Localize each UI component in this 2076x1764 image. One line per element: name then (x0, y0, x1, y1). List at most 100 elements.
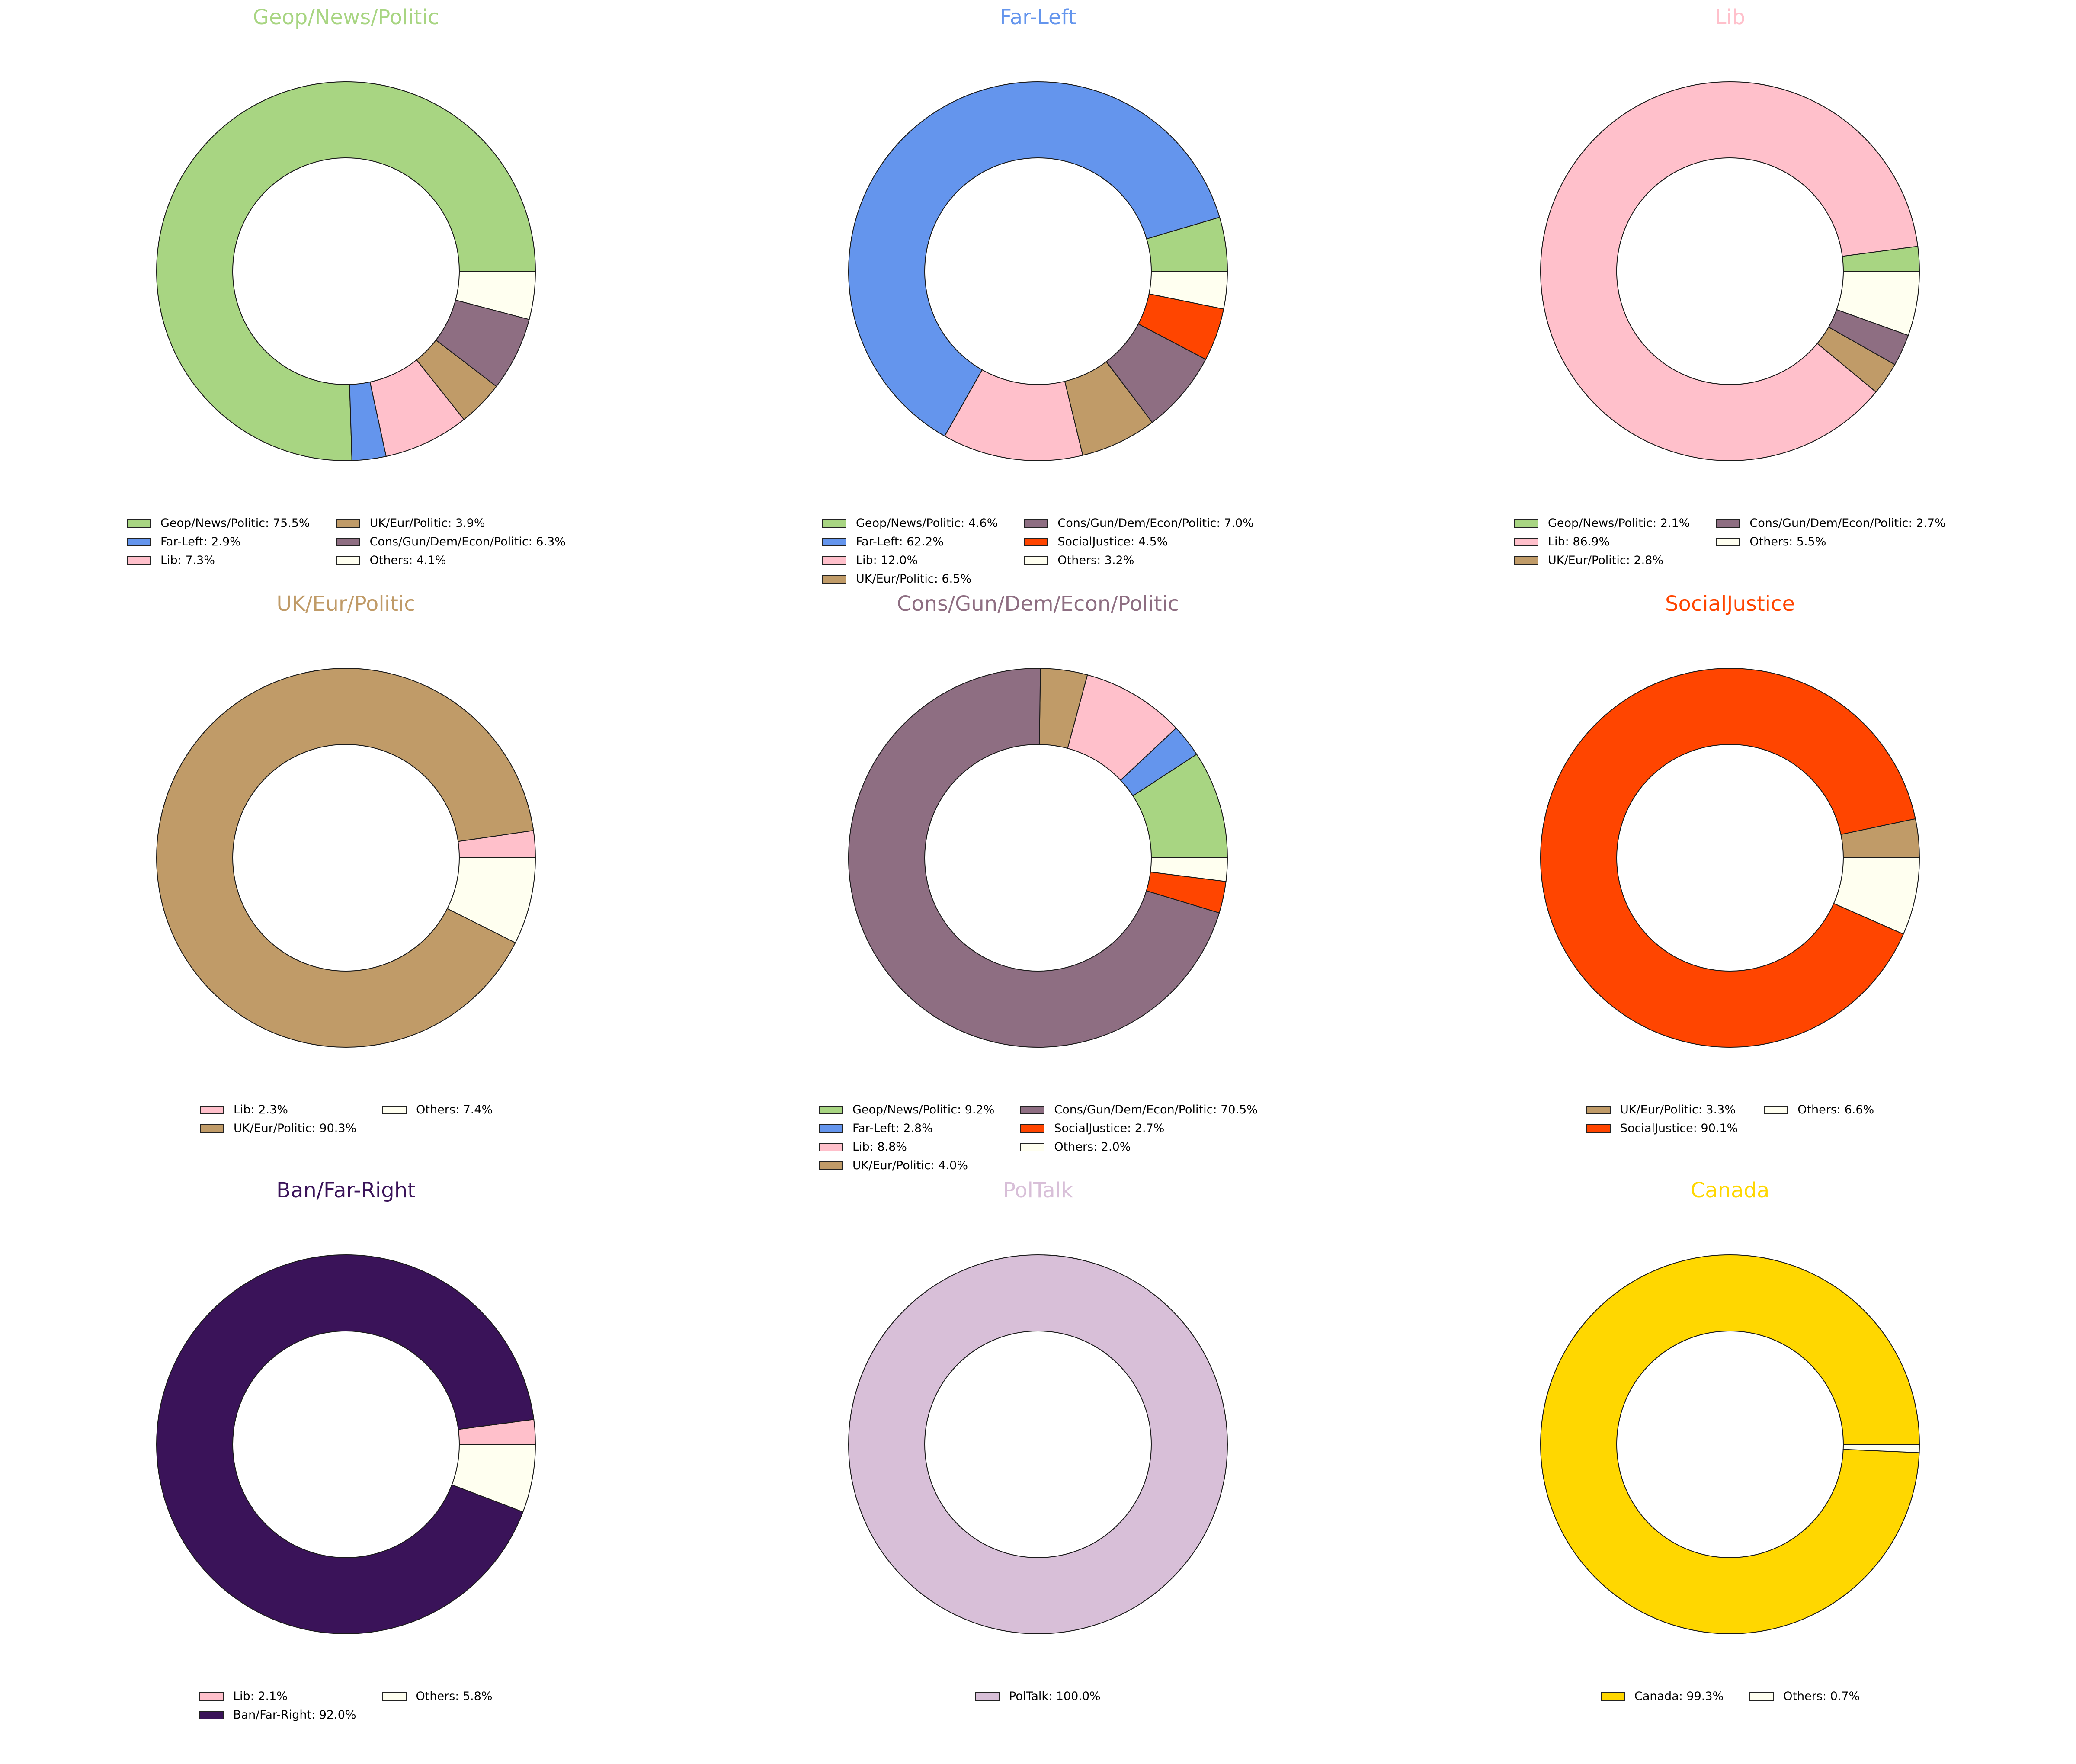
legend-label: UK/Eur/Politic: 3.9% (369, 516, 485, 530)
legend: UK/Eur/Politic: 3.3% SocialJustice: 90.1%… (1586, 1102, 1874, 1136)
donut-slice (156, 81, 536, 461)
chart-title: Ban/Far-Right (276, 1178, 416, 1203)
legend-label: Geop/News/Politic: 2.1% (1548, 516, 1690, 530)
donut-slice (1540, 81, 1919, 461)
donut-slice (1540, 668, 1916, 1048)
legend-item: Lib: 12.0% (822, 553, 998, 568)
donut-chart (1540, 1254, 1920, 1635)
legend-swatch (382, 1692, 407, 1701)
legend-label: Others: 5.5% (1749, 535, 1826, 548)
legend-item: Cons/Gun/Dem/Econ/Politic: 7.0% (1024, 516, 1254, 531)
legend-item: Canada: 99.3% (1601, 1689, 1724, 1704)
legend: Geop/News/Politic: 4.6% Far-Left: 62.2% Li… (822, 516, 1254, 587)
legend-swatch (1024, 537, 1048, 546)
donut-slice (848, 1254, 1228, 1634)
legend-swatch (200, 1105, 224, 1114)
legend-label: Lib: 2.1% (233, 1690, 288, 1703)
donut-slice (446, 857, 536, 943)
legend-label: Others: 7.4% (416, 1103, 493, 1116)
legend-item: Far-Left: 2.8% (819, 1121, 994, 1136)
legend-label: Cons/Gun/Dem/Econ/Politic: 70.5% (1054, 1103, 1258, 1116)
donut-chart (156, 1254, 536, 1634)
legend-label: SocialJustice: 4.5% (1057, 535, 1168, 548)
legend-label: Canada: 99.3% (1634, 1690, 1724, 1703)
legend-label: Cons/Gun/Dem/Econ/Politic: 2.7% (1749, 516, 1946, 530)
donut-slice (1148, 271, 1228, 310)
legend-item: Others: 4.1% (336, 553, 566, 568)
chart-title: SocialJustice (1665, 592, 1795, 616)
legend-swatch (382, 1105, 407, 1114)
legend: Geop/News/Politic: 75.5% Far-Left: 2.9% Li… (127, 516, 566, 568)
legend: Geop/News/Politic: 9.2% Far-Left: 2.8% Lib… (819, 1102, 1258, 1173)
legend-item: Geop/News/Politic: 4.6% (822, 516, 998, 531)
legend-swatch (336, 556, 360, 565)
legend-item: Others: 6.6% (1764, 1102, 1874, 1117)
legend-swatch (1020, 1124, 1045, 1133)
legend-swatch (127, 537, 151, 546)
donut-chart (848, 1254, 1228, 1634)
legend-swatch (1020, 1142, 1045, 1151)
legend-label: UK/Eur/Politic: 6.5% (856, 572, 971, 586)
legend-label: Others: 2.0% (1054, 1140, 1131, 1154)
legend-swatch (822, 556, 846, 565)
legend-swatch (1020, 1105, 1045, 1114)
donut-chart (156, 668, 536, 1048)
legend-item: Geop/News/Politic: 9.2% (819, 1102, 994, 1117)
donut-chart (848, 81, 1228, 461)
legend-swatch (1586, 1124, 1611, 1133)
legend-swatch (1601, 1692, 1625, 1701)
legend-swatch (1716, 519, 1740, 528)
legend-label: Others: 5.8% (416, 1690, 493, 1703)
legend-swatch (819, 1161, 843, 1170)
legend-item: Lib: 7.3% (127, 553, 310, 568)
legend-label: Far-Left: 2.9% (160, 535, 241, 548)
legend-swatch (819, 1142, 843, 1151)
legend: Lib: 2.3% UK/Eur/Politic: 90.3% Others: 7.… (200, 1102, 493, 1136)
donut-panel: Ban/Far-Right Lib: 2.1% Ban/Far-Right: 92.… (0, 1177, 692, 1764)
legend-swatch (127, 556, 151, 565)
legend-swatch (336, 537, 360, 546)
chart-title: Lib (1714, 5, 1746, 29)
legend-item: Geop/News/Politic: 2.1% (1514, 516, 1690, 531)
legend-item: UK/Eur/Politic: 90.3% (200, 1121, 356, 1136)
legend-label: Others: 6.6% (1797, 1103, 1874, 1116)
donut-chart (1540, 668, 1920, 1048)
legend-label: UK/Eur/Politic: 90.3% (234, 1122, 357, 1135)
legend-swatch (822, 537, 846, 546)
donut-panel: SocialJustice UK/Eur/Politic: 3.3% SocialJ… (1384, 591, 2076, 1177)
legend-item: PolTalk: 100.0% (975, 1689, 1101, 1704)
legend-item: Far-Left: 62.2% (822, 534, 998, 549)
legend-item: Others: 3.2% (1024, 553, 1253, 568)
legend-label: Lib: 7.3% (160, 554, 215, 567)
legend-item: Ban/Far-Right: 92.0% (199, 1707, 356, 1722)
donut-panel: Geop/News/Politic Geop/News/Politic: 75.5… (0, 4, 692, 591)
legend-item: Lib: 2.3% (200, 1102, 356, 1117)
legend-label: Far-Left: 62.2% (856, 535, 944, 548)
legend: PolTalk: 100.0% (975, 1689, 1101, 1704)
donut-slice (455, 271, 536, 320)
chart-title: Far-Left (1000, 5, 1076, 29)
legend-item: Lib: 8.8% (819, 1139, 994, 1155)
legend-label: Far-Left: 2.8% (852, 1122, 933, 1135)
legend-label: Lib: 12.0% (856, 554, 918, 567)
legend-swatch (1716, 537, 1740, 546)
donut-panel: Far-Left Geop/News/Politic: 4.6% Far-Left:… (692, 4, 1384, 591)
legend-swatch (336, 519, 360, 528)
legend-swatch (1024, 519, 1048, 528)
legend-item: Cons/Gun/Dem/Econ/Politic: 70.5% (1020, 1102, 1258, 1117)
legend-swatch (1514, 556, 1538, 565)
legend-label: SocialJustice: 90.1% (1620, 1122, 1738, 1135)
legend: Lib: 2.1% Ban/Far-Right: 92.0% Others: 5.8… (199, 1689, 493, 1722)
legend-label: Cons/Gun/Dem/Econ/Politic: 6.3% (369, 535, 566, 548)
donut-chart (848, 668, 1228, 1048)
legend-item: Cons/Gun/Dem/Econ/Politic: 6.3% (336, 534, 566, 549)
legend-label: Geop/News/Politic: 75.5% (160, 516, 310, 530)
legend: Canada: 99.3% Others: 0.7% (1601, 1689, 1860, 1704)
donut-panel: PolTalk PolTalk: 100.0% (692, 1177, 1384, 1764)
donut-slice (1540, 1254, 1920, 1635)
donut-panel: Lib Geop/News/Politic: 2.1% Lib: 86.9% UK/E… (1384, 4, 2076, 591)
legend-item: Lib: 86.9% (1514, 534, 1690, 549)
legend-label: Ban/Far-Right: 92.0% (233, 1708, 356, 1722)
legend-item: Others: 0.7% (1749, 1689, 1860, 1704)
legend-label: Lib: 2.3% (234, 1103, 288, 1116)
